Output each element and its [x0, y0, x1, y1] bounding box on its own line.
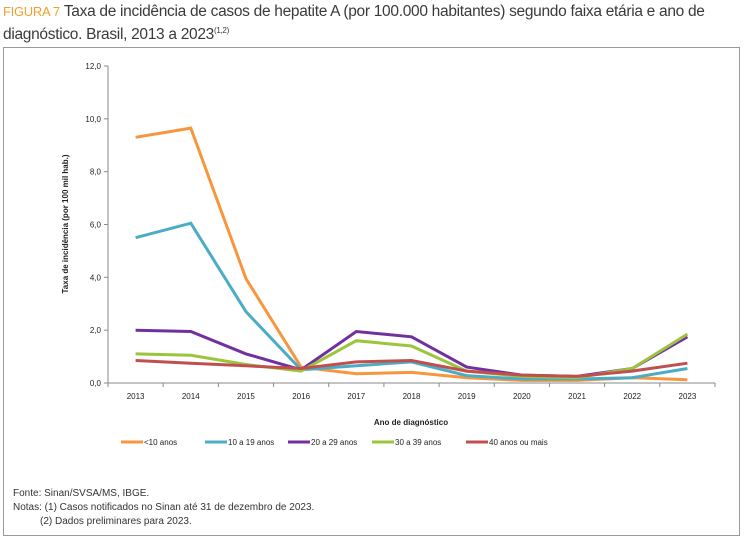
- y-axis-title: Taxa de incidência (por 100 mil hab.): [61, 154, 70, 293]
- x-tick-label: 2017: [347, 392, 365, 401]
- legend-item-0: <10 anos: [121, 438, 177, 447]
- y-tick-label: 8,0: [90, 168, 102, 177]
- chart-frame: [3, 47, 740, 536]
- notes: Fonte: Sinan/SVSA/MS, IBGE. Notas: (1) C…: [13, 487, 314, 529]
- figure-title-text: Taxa de incidência de casos de hepatite …: [3, 3, 705, 44]
- legend-label: 10 a 19 anos: [228, 438, 274, 447]
- legend-item-1: 10 a 19 anos: [205, 438, 274, 447]
- x-tick-label: 2014: [182, 392, 200, 401]
- legend: <10 anos 10 a 19 anos 20 a 29 anos 30 a 39 …: [121, 438, 548, 447]
- x-tick-label: 2018: [403, 392, 421, 401]
- y-tick-label: 6,0: [90, 221, 102, 230]
- axes: 0,0 2,0 4,0 6,0 8,0 10,0 12,0 2013 2014 2015 2016 2…: [85, 62, 716, 401]
- y-tick-label: 0,0: [90, 379, 102, 388]
- note-2: (2) Dados preliminares para 2023.: [40, 516, 192, 527]
- legend-item-4: 40 anos ou mais: [466, 438, 548, 447]
- x-tick-label: 2015: [237, 392, 255, 401]
- figure-title: FIGURA 7 Taxa de incidência de casos de h…: [3, 2, 738, 44]
- series-line-1: [135, 221, 688, 381]
- legend-label: 30 a 39 anos: [395, 438, 441, 447]
- figure-label: FIGURA 7: [3, 4, 60, 19]
- x-tick-label: 2023: [679, 392, 697, 401]
- x-tick-label: 2021: [568, 392, 586, 401]
- x-tick-label: 2022: [623, 392, 641, 401]
- y-tick-label: 4,0: [90, 273, 102, 282]
- x-tick-label: 2019: [458, 392, 476, 401]
- note-1: Notas: (1) Casos notificados no Sinan at…: [13, 502, 315, 513]
- legend-label: 40 anos ou mais: [489, 438, 548, 447]
- series-line-4: [135, 358, 688, 378]
- legend-item-2: 20 a 29 anos: [288, 438, 357, 447]
- legend-item-3: 30 a 39 anos: [372, 438, 441, 447]
- x-tick-label: 2020: [513, 392, 531, 401]
- x-tick-label: 2016: [292, 392, 310, 401]
- legend-label: <10 anos: [144, 438, 177, 447]
- y-tick-label: 12,0: [85, 62, 101, 71]
- y-tick-label: 2,0: [90, 326, 102, 335]
- series-line-2: [135, 328, 689, 378]
- y-tick-label: 10,0: [85, 115, 101, 124]
- x-tick-label: 2013: [127, 392, 145, 401]
- series-lines: [135, 126, 689, 382]
- x-axis-title: Ano de diagnóstico: [374, 418, 448, 427]
- legend-label: 20 a 29 anos: [311, 438, 357, 447]
- source-note: Fonte: Sinan/SVSA/MS, IBGE.: [13, 488, 150, 499]
- figure-title-superscript: (1,2): [214, 26, 229, 35]
